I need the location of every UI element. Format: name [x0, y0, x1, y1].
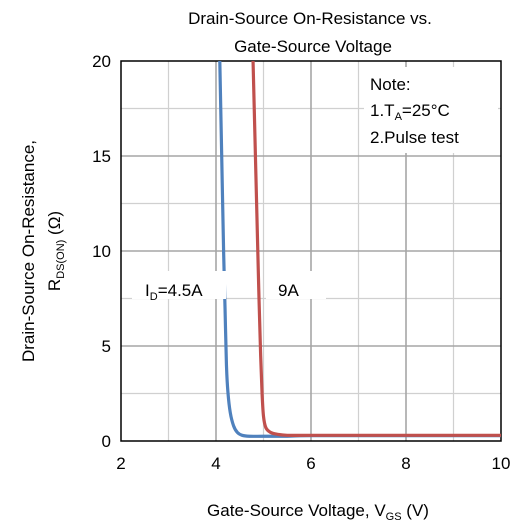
x-tick-label: 6: [306, 454, 315, 473]
series-label-bg-9a: [266, 271, 326, 299]
y-tick-label: 10: [92, 242, 111, 261]
note-item-2: 2.Pulse test: [370, 128, 459, 147]
chart-title-line1: Drain-Source On-Resistance vs.: [188, 9, 432, 28]
x-tick-labels: 2 4 6 8 10: [116, 454, 510, 473]
y-tick-label: 0: [102, 432, 111, 451]
series-label-9a: 9A: [278, 281, 299, 300]
y-axis-label-line1: Drain-Source On-Resistance,: [19, 140, 38, 362]
series-layer: [218, 60, 501, 438]
y-tick-label: 15: [92, 147, 111, 166]
x-tick-label: 8: [401, 454, 410, 473]
note-box: [364, 67, 498, 153]
x-tick-label: 2: [116, 454, 125, 473]
note-item-1: 1.TA=25°C: [370, 101, 450, 123]
plot-area: [120, 60, 502, 442]
series-line-9a: [251, 60, 501, 437]
series-label-4-5a: ID=4.5A: [145, 281, 203, 303]
note-heading: Note:: [370, 75, 411, 94]
y-axis-label-line1-group: Drain-Source On-Resistance,: [19, 140, 38, 362]
chart-title-line2: Gate-Source Voltage: [234, 37, 392, 56]
x-tick-label: 10: [492, 454, 511, 473]
x-axis-label: Gate-Source Voltage, VGS (V): [207, 501, 429, 523]
y-axis-label-line2: RDS(ON) (Ω): [45, 211, 67, 291]
y-axis-label-line2-group: RDS(ON) (Ω): [45, 211, 67, 291]
y-tick-label: 20: [92, 52, 111, 71]
x-tick-label: 4: [211, 454, 220, 473]
series-label-bg-4-5a: [132, 271, 226, 299]
y-tick-labels: 0 5 10 15 20: [92, 52, 111, 451]
y-tick-label: 5: [102, 337, 111, 356]
